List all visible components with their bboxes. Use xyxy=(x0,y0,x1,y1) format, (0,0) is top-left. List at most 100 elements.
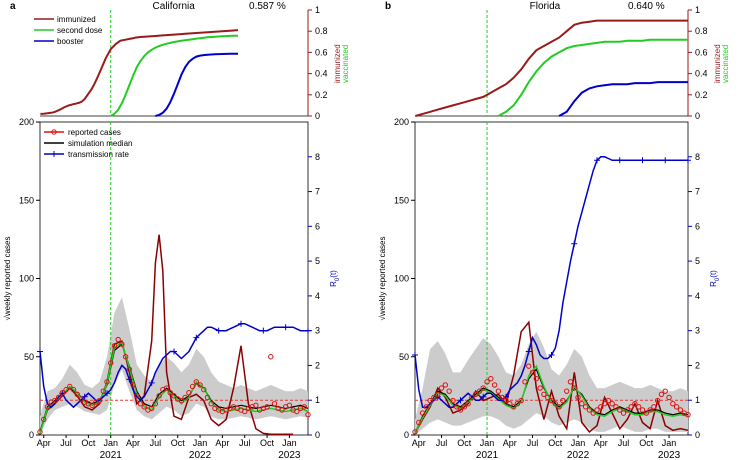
panel-b-cases-reported-point xyxy=(628,404,634,410)
panel-a-xtick-label: Oct xyxy=(260,438,275,448)
panel-b-xtick-label: Jan xyxy=(480,438,495,448)
panel-a-cases-reported-point xyxy=(141,404,147,410)
panel-b-cases-ytick-label: 100 xyxy=(394,274,409,284)
panel-a-cases-reported-point xyxy=(74,391,80,398)
panel-a-title-value: 0.587 % xyxy=(249,1,286,12)
panel-a-cases-rate-marker xyxy=(126,376,133,383)
panel-a-vacc-second-dose xyxy=(110,34,239,117)
panel-b-cases-reported-point xyxy=(533,375,540,382)
panel-b-cases-ytick-label: 0 xyxy=(404,430,409,440)
panel-b-cases-reported-point xyxy=(586,407,593,413)
panel-b-cases-reported-point xyxy=(567,379,574,385)
panel-b-cases-reported-point xyxy=(677,407,684,413)
panel-a-cases-reported-point xyxy=(197,382,203,388)
panel-a-cases-reported-point xyxy=(148,405,155,412)
panel-b-cases-reported-point xyxy=(454,404,460,410)
panel-b-cases-reported-point xyxy=(461,404,467,410)
panel-b-vacc-second-dose xyxy=(497,38,688,117)
panel-b-cases-reported-point xyxy=(442,382,449,388)
panel-a-cases-rate-marker xyxy=(171,348,177,355)
panel-b-cases-reported-point xyxy=(582,404,589,410)
panel-a-cases-reported-point xyxy=(186,390,192,396)
panel-a-cases-reported-point xyxy=(253,402,259,408)
panel-b-cases-reported-point xyxy=(495,388,502,394)
panel-a-xtick-label: Jul xyxy=(150,438,162,448)
panel-a-cases-reported-point xyxy=(70,386,77,393)
panel-b-cases-rtick-label: 4 xyxy=(695,291,700,301)
panel-b-cases-reported-point xyxy=(579,401,585,407)
panel-a-vacc-legend-label: booster xyxy=(57,37,84,46)
panel-a-cases-rlabel-sub: 0 xyxy=(335,277,341,281)
panel-b-cases-reported-point xyxy=(673,404,680,410)
panel-a-cases-reported-point xyxy=(122,354,129,360)
panel-a-cases-rlabel: R0(t) xyxy=(329,270,341,287)
panel-a-cases-reported-point xyxy=(37,429,43,435)
panel-a-cases-reported-point xyxy=(294,408,300,415)
panel-b-cases-ytick-label: 150 xyxy=(394,195,409,205)
panel-b-cases-reported-point xyxy=(488,375,494,382)
panel-a-xtick-label: Apr xyxy=(37,438,51,448)
panel-b-cases-reported-point xyxy=(670,401,676,407)
panel-b-cases-reported-point xyxy=(620,410,627,416)
panel-a-vacc-tick-label: 0.6 xyxy=(315,47,328,57)
panel-a-cases-reported-point xyxy=(182,394,188,401)
panel-b-cases-reported-point xyxy=(431,394,437,401)
panel-a-cases-model-line xyxy=(39,234,294,435)
panel-b-cases-reported-point xyxy=(571,385,577,391)
panel-b-cases-reported-point xyxy=(575,394,581,401)
panel-b-xtick-label: Apr xyxy=(412,438,426,448)
panel-b-cases-reported-point xyxy=(491,382,498,388)
panel-a-cases-legend-label: simulation median xyxy=(68,139,132,148)
panel-a-cases-reported-point xyxy=(41,416,47,423)
panel-a-cases-ytick-label: 100 xyxy=(19,274,34,284)
panel-b-title: Florida xyxy=(530,1,561,12)
panel-a-cases-median-line xyxy=(39,343,309,433)
panel-a-cases-reported-point xyxy=(178,397,185,404)
panel-a-cases-rate-marker xyxy=(238,320,244,327)
panel-b-cases-reported-point xyxy=(476,388,483,394)
panel-a-xtick-label: Jan xyxy=(282,438,297,448)
panel-b-cases-reported-point xyxy=(423,404,430,410)
panel-b-xtick-label: Jan xyxy=(571,438,586,448)
panel-a-xtick-label: Oct xyxy=(81,438,96,448)
panel-b-cases-reported-point xyxy=(537,385,543,391)
panel-a-xtick-label: Jan xyxy=(103,438,118,448)
panel-a-cases-reported-point xyxy=(96,397,103,404)
panel-b-cases-rate-marker xyxy=(457,397,464,404)
panel-b-cases-reported-point xyxy=(450,397,456,404)
panel-b-cases-reported-point xyxy=(662,388,668,394)
panel-b-cases-reported-point xyxy=(556,404,562,410)
panel-b-cases-rate-marker xyxy=(480,393,487,400)
panel-b-cases-rate-marker xyxy=(525,348,532,355)
panel-a-cases-reported-point xyxy=(271,401,278,407)
panel-a-cases-ytick-label: 150 xyxy=(19,195,34,205)
panel-a-cases-reported-point xyxy=(59,390,66,396)
panel-b-cases-reported-point xyxy=(510,404,517,410)
panel-a-cases-reported-point xyxy=(52,397,58,404)
panel-b-cases-rtick-label: 0 xyxy=(695,430,700,440)
panel-a-cases-rtick-label: 7 xyxy=(315,187,320,197)
panel-a-cases-reported-point xyxy=(167,390,173,396)
panel-b-cases-reported-point xyxy=(685,411,691,418)
panel-a-cases-ytick-label: 200 xyxy=(19,117,34,127)
panel-a-vacc-tick-label: 0.4 xyxy=(315,69,328,79)
panel-b-xtick-label: Jul xyxy=(527,438,539,448)
panel-a-vacc-tick-label: 0.2 xyxy=(315,90,328,100)
panel-a-cases-reported-point xyxy=(55,394,62,401)
panel-b-cases-reported-point xyxy=(514,401,521,407)
panel-a-vacc-booster xyxy=(155,52,238,117)
panel-b-cases-reported-point xyxy=(518,397,524,404)
panel-a-cases-reported-point xyxy=(104,379,110,385)
panel-a-xtick-label: Apr xyxy=(215,438,229,448)
panel-b-cases-rate-marker xyxy=(685,157,691,164)
panel-b-year-label: 2021 xyxy=(476,450,499,460)
panel-b-cases-reported-point xyxy=(609,401,615,407)
panel-b-cases-reported-point xyxy=(419,410,426,416)
panel-b-xtick-label: Oct xyxy=(639,438,654,448)
panel-a-year-label: 2021 xyxy=(100,450,123,460)
panel-b-cases-reported-point xyxy=(643,410,649,416)
panel-a-cases-reported-point xyxy=(111,343,118,349)
panel-b-cases-model-line xyxy=(414,320,689,434)
panel-a-cases-ylabel: √weekly reported cases xyxy=(3,237,12,321)
